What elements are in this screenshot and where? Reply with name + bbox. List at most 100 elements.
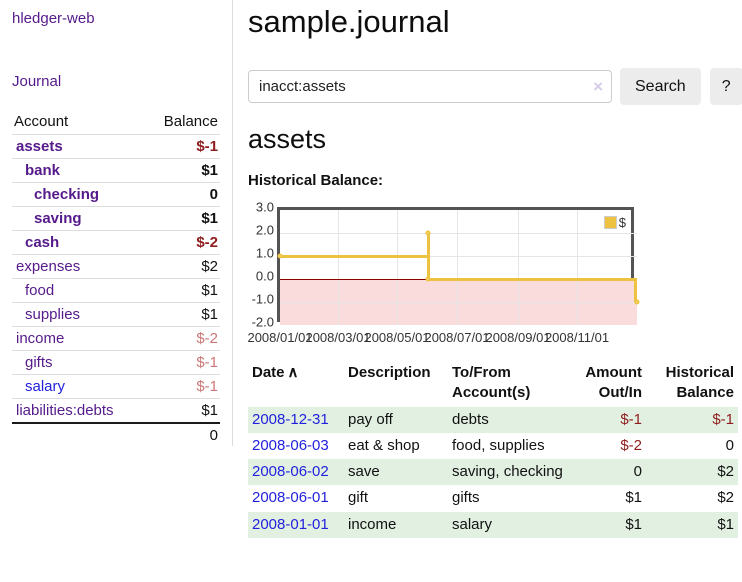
chart-point-marker (425, 230, 431, 236)
transaction-date-link[interactable]: 2008-01-01 (252, 515, 329, 533)
chart-point-marker (425, 276, 431, 282)
register-header-amount: Amount Out/In (585, 364, 642, 402)
sidebar-item-journal[interactable]: Journal (12, 73, 62, 90)
chart-title: Historical Balance: (248, 172, 384, 189)
chart-line-segment (427, 233, 430, 279)
sidebar: hledger-web Journal Account Balance asse… (0, 0, 233, 447)
account-balance: $1 (145, 398, 220, 423)
account-balance: $-1 (145, 134, 220, 159)
account-link-expenses[interactable]: expenses (16, 258, 81, 275)
app-brand-link[interactable]: hledger-web (12, 10, 95, 27)
transaction-balance: $-1 (712, 410, 734, 428)
x-tick-label: 2008/03/01 (305, 330, 371, 345)
y-tick-label: -2.0 (251, 314, 274, 330)
account-balance: 0 (145, 182, 220, 207)
accounts-table: Account Balance assets $-1 bank $1 check… (12, 110, 220, 447)
gridline (397, 210, 398, 325)
transaction-amount: $1 (625, 515, 642, 533)
help-button[interactable]: ? (709, 68, 742, 105)
account-balance: $1 (145, 158, 220, 183)
account-row: cash $-2 (12, 230, 220, 255)
y-tick-label: 1.0 (255, 245, 274, 261)
y-tick-label: 0.0 (255, 268, 274, 284)
account-balance: $-2 (145, 230, 220, 255)
date-header-label: Date (252, 364, 285, 381)
account-row: expenses $2 (12, 254, 220, 279)
search-form: × Search ? (248, 68, 742, 105)
transaction-amount: $-1 (620, 410, 642, 428)
legend-swatch-icon (603, 216, 617, 229)
register-header-date[interactable]: Date ∧ (248, 360, 344, 407)
transaction-description: eat & shop (348, 436, 420, 454)
transaction-date-link[interactable]: 2008-12-31 (252, 410, 329, 428)
register-row: 2008-12-31 pay off debts $-1 $-1 (248, 406, 738, 433)
account-link-checking[interactable]: checking (34, 186, 100, 203)
x-tick-label: 2008/01/01 (247, 330, 313, 345)
account-link-income[interactable]: income (16, 330, 65, 347)
account-row: saving $1 (12, 206, 220, 231)
account-link-assets[interactable]: assets (16, 138, 63, 155)
transaction-balance: $2 (717, 463, 734, 480)
account-link-food[interactable]: food (25, 282, 55, 299)
account-link-bank[interactable]: bank (25, 162, 61, 179)
main-content: sample.journal × Search ? assets Histori… (247, 0, 742, 582)
transaction-accounts: debts (452, 410, 489, 428)
account-link-liabilities-debts[interactable]: liabilities:debts (16, 402, 114, 419)
account-heading: assets (248, 124, 327, 154)
register-row: 2008-06-02 save saving, checking 0 $2 (248, 459, 738, 486)
transaction-description: save (348, 463, 380, 480)
page-title: sample.journal (248, 4, 450, 39)
transaction-date-link[interactable]: 2008-06-03 (252, 436, 329, 454)
account-balance: $-2 (145, 326, 220, 351)
transaction-accounts: salary (452, 515, 493, 533)
accounts-header-balance: Balance (163, 113, 218, 130)
account-link-saving[interactable]: saving (34, 210, 82, 227)
account-link-cash[interactable]: cash (25, 234, 60, 251)
transaction-description: gift (348, 489, 369, 507)
transaction-description: income (348, 515, 397, 533)
account-balance: $-1 (145, 350, 220, 375)
chart-plot-area: $ (277, 207, 640, 325)
gridline (280, 302, 637, 303)
account-link-supplies[interactable]: supplies (25, 306, 81, 323)
account-balance: $2 (145, 254, 220, 279)
search-button[interactable]: Search (620, 68, 701, 105)
accounts-total-row: 0 (12, 422, 220, 447)
gridline (280, 233, 637, 234)
transaction-accounts: food, supplies (452, 436, 545, 454)
clear-search-icon[interactable]: × (593, 77, 603, 96)
account-row: income $-2 (12, 326, 220, 351)
account-link-gifts[interactable]: gifts (25, 354, 53, 371)
register-table: Date ∧ Description To/From Account(s) Amo… (248, 360, 738, 538)
search-input[interactable] (248, 70, 612, 103)
transaction-date-link[interactable]: 2008-06-02 (252, 463, 329, 480)
account-balance: $1 (145, 206, 220, 231)
account-row: assets $-1 (12, 134, 220, 159)
account-link-salary[interactable]: salary (25, 378, 66, 395)
account-row: checking 0 (12, 182, 220, 207)
register-header-balance: Historical Balance (665, 364, 734, 402)
transaction-description: pay off (348, 410, 393, 428)
transaction-balance: $2 (717, 489, 734, 507)
y-tick-label: 3.0 (255, 199, 274, 215)
chart-point-marker (277, 253, 283, 259)
gridline (280, 256, 637, 257)
accounts-header-account: Account (14, 113, 69, 130)
register-header-accounts: To/From Account(s) (452, 364, 531, 402)
register-row: 2008-06-01 gift gifts $1 $2 (248, 485, 738, 511)
x-tick-label: 2008/09/01 (485, 330, 551, 345)
gridline (518, 210, 519, 325)
chart-line-segment (280, 254, 429, 258)
chart-line-segment (634, 279, 637, 302)
accounts-header-row: Account Balance (12, 110, 220, 135)
account-row: liabilities:debts $1 (12, 398, 220, 423)
sort-ascending-icon: ∧ (287, 364, 299, 381)
x-tick-label: 2008/11/01 (544, 330, 610, 345)
register-header-description: Description (348, 364, 431, 381)
y-tick-label: 2.0 (255, 222, 274, 238)
transaction-date-link[interactable]: 2008-06-01 (252, 489, 329, 507)
gridline (338, 210, 339, 325)
transaction-amount: $-2 (620, 436, 642, 454)
register-row: 2008-01-01 income salary $1 $1 (248, 511, 738, 538)
